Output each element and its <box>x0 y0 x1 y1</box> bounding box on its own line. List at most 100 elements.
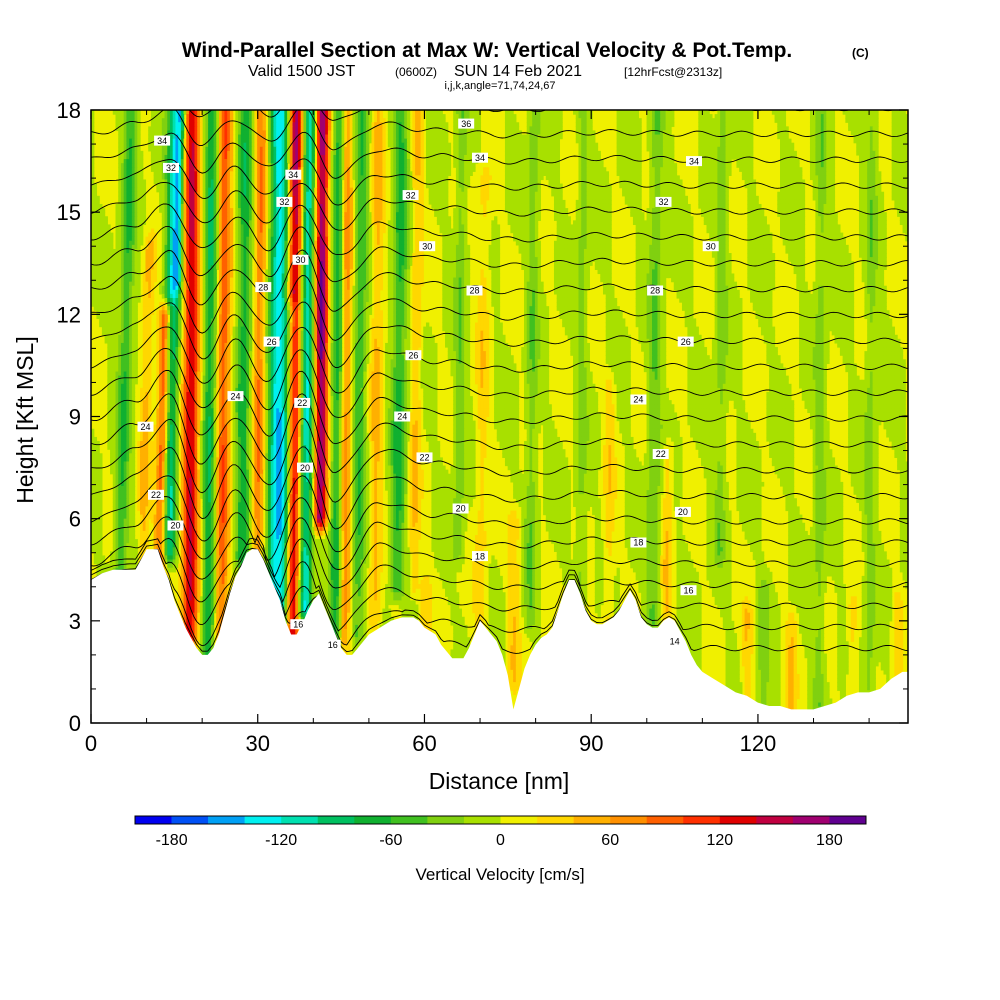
velocity-cell <box>820 134 825 140</box>
velocity-cell <box>376 126 381 132</box>
velocity-cell <box>466 110 471 115</box>
velocity-cell <box>281 110 285 115</box>
velocity-cell <box>788 138 792 144</box>
velocity-cell <box>366 114 370 119</box>
velocity-cell <box>899 122 904 127</box>
velocity-cell <box>632 114 637 119</box>
velocity-cell <box>733 118 738 123</box>
velocity-cell <box>208 126 212 132</box>
velocity-cell <box>445 122 449 127</box>
velocity-cell <box>856 110 860 115</box>
velocity-cell <box>172 110 177 115</box>
velocity-cell <box>257 126 261 132</box>
velocity-cell <box>308 118 313 123</box>
velocity-cell <box>750 134 754 140</box>
velocity-cell <box>360 114 364 119</box>
velocity-cell <box>393 110 397 115</box>
velocity-cell <box>728 110 732 115</box>
velocity-cell <box>632 150 637 156</box>
velocity-cell <box>366 142 370 148</box>
velocity-cell <box>532 150 536 156</box>
velocity-cell <box>227 110 231 115</box>
velocity-cell <box>325 122 329 127</box>
velocity-cell <box>169 110 174 115</box>
velocity-cell <box>327 114 332 119</box>
velocity-cell <box>303 134 307 140</box>
velocity-cell <box>156 114 160 119</box>
velocity-cell <box>268 142 272 148</box>
velocity-cell <box>730 142 735 148</box>
velocity-cell <box>417 126 422 132</box>
velocity-cell <box>131 138 136 144</box>
velocity-cell <box>148 126 152 132</box>
velocity-cell <box>227 146 231 152</box>
velocity-cell <box>150 146 155 152</box>
velocity-cell <box>635 138 639 144</box>
velocity-cell <box>701 142 705 148</box>
velocity-cell <box>374 118 378 123</box>
velocity-cell <box>360 142 364 148</box>
velocity-cell <box>652 110 656 115</box>
velocity-cell <box>750 146 754 152</box>
velocity-cell <box>360 126 364 132</box>
velocity-cell <box>257 110 261 115</box>
velocity-cell <box>336 122 340 127</box>
velocity-cell <box>850 114 855 119</box>
velocity-cell <box>815 142 819 148</box>
velocity-cell <box>276 130 280 136</box>
velocity-cell <box>878 187 882 193</box>
velocity-cell <box>379 118 383 123</box>
velocity-cell <box>167 154 171 160</box>
velocity-cell <box>543 150 547 156</box>
velocity-cell <box>485 179 490 185</box>
velocity-cell <box>752 183 757 189</box>
velocity-cell <box>311 122 315 127</box>
velocity-cell <box>627 126 631 132</box>
velocity-cell <box>202 114 206 119</box>
velocity-cell <box>161 118 166 123</box>
velocity-cell <box>390 114 394 119</box>
velocity-cell <box>581 110 585 115</box>
velocity-cell <box>902 130 906 136</box>
velocity-cell <box>540 114 544 119</box>
velocity-cell <box>300 150 305 156</box>
velocity-cell <box>703 134 708 140</box>
velocity-cell <box>382 175 386 181</box>
velocity-cell <box>812 130 816 136</box>
velocity-cell <box>627 134 631 140</box>
velocity-cell <box>366 118 370 123</box>
velocity-cell <box>415 110 419 115</box>
velocity-cell <box>485 191 490 197</box>
velocity-cell <box>461 138 465 144</box>
velocity-cell <box>586 114 590 119</box>
velocity-cell <box>257 134 261 140</box>
velocity-cell <box>159 154 163 160</box>
velocity-cell <box>730 126 735 132</box>
velocity-cell <box>376 142 381 148</box>
velocity-cell <box>434 138 438 144</box>
velocity-cell <box>638 134 642 140</box>
velocity-cell <box>540 122 544 127</box>
velocity-cell <box>730 146 735 152</box>
velocity-cell <box>164 114 168 119</box>
velocity-cell <box>864 134 868 140</box>
velocity-cell <box>665 122 669 127</box>
velocity-cell <box>240 114 245 119</box>
velocity-cell <box>869 118 874 123</box>
velocity-cell <box>159 146 163 152</box>
velocity-cell <box>398 134 403 140</box>
velocity-cell <box>652 122 656 127</box>
velocity-cell <box>311 142 315 148</box>
velocity-cell <box>289 154 294 160</box>
velocity-cell <box>513 126 517 132</box>
velocity-cell <box>477 126 482 132</box>
velocity-cell <box>344 138 348 144</box>
velocity-cell <box>638 154 642 160</box>
velocity-cell <box>646 146 650 152</box>
velocity-cell <box>327 134 332 140</box>
velocity-cell <box>537 142 541 148</box>
velocity-cell <box>684 199 689 205</box>
velocity-cell <box>638 146 642 152</box>
velocity-cell <box>268 134 272 140</box>
velocity-cell <box>728 126 732 132</box>
